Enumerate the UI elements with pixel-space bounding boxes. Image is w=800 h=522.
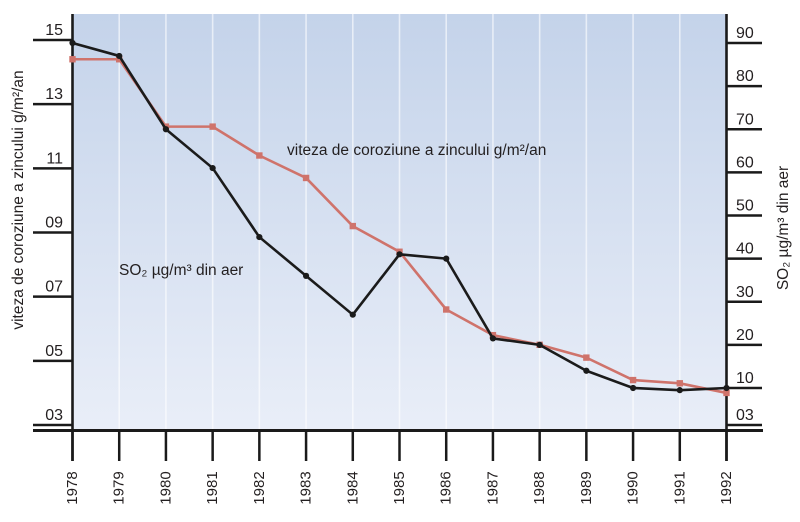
corrosion-series-marker	[443, 306, 450, 313]
right-axis-tick-label: 10	[736, 370, 754, 387]
corrosion-series-marker	[116, 56, 123, 63]
year-label: 1979	[111, 471, 128, 504]
corrosion-series-marker	[349, 222, 356, 230]
so2-series-marker	[723, 384, 730, 392]
corrosion-series-marker	[489, 331, 497, 339]
so2-series-marker	[302, 272, 310, 279]
corrosion-series-label: viteza de coroziune a zincului g/m²/an	[287, 142, 547, 159]
so2-series-marker	[209, 164, 216, 172]
year-label: 1986	[438, 471, 455, 504]
right-axis-tick-label: 90	[736, 25, 754, 42]
so2-series-label: SO₂ µg/m³ din aer	[119, 262, 244, 279]
year-label: 1980	[157, 471, 174, 504]
left-axis-tick-label: 09	[45, 215, 63, 232]
year-label: 1983	[298, 471, 315, 504]
so2-series-marker	[349, 311, 356, 318]
year-label: 1990	[625, 471, 642, 504]
right-axis-tick-label: 30	[736, 284, 754, 301]
corrosion-series-marker	[302, 174, 310, 182]
year-label: 1981	[204, 471, 221, 504]
corrosion-series-marker	[723, 389, 730, 397]
so2-series-marker	[396, 251, 403, 258]
corrosion-series-marker	[256, 152, 263, 159]
right-axis-tick-label: 20	[736, 327, 754, 344]
right-axis-tick-label: 80	[736, 68, 754, 85]
so2-series-marker	[116, 52, 123, 60]
right-axis-tick-label: 60	[736, 154, 754, 171]
so2-series-marker	[676, 387, 683, 394]
year-label: 1978	[64, 471, 81, 504]
left-axis-tick-label: 15	[45, 22, 63, 39]
so2-series-marker	[629, 384, 637, 392]
right-axis-title: SO₂ µg/m³ din aer	[775, 165, 792, 291]
corrosion-series-marker	[583, 354, 590, 361]
so2-series-marker	[69, 39, 76, 47]
left-axis-tick-label: 05	[45, 343, 63, 360]
year-label: 1984	[344, 471, 361, 504]
right-axis-tick-label: 03	[736, 407, 754, 424]
year-label: 1988	[531, 471, 548, 504]
so2-series-marker	[489, 335, 497, 342]
left-axis-title: viteza de coroziune a zincului g/m²/an	[10, 70, 27, 330]
so2-series-marker	[162, 126, 170, 133]
so2-series-marker	[256, 233, 263, 241]
so2-series-marker	[583, 367, 590, 374]
right-axis-tick-label: 40	[736, 241, 754, 258]
left-axis-tick-label: 11	[46, 150, 63, 167]
year-label: 1987	[484, 471, 501, 504]
year-label: 1991	[671, 471, 688, 504]
right-axis-tick-label: 70	[736, 111, 754, 128]
left-axis-tick-label: 13	[45, 86, 63, 103]
so2-series-marker	[443, 255, 450, 262]
corrosion-series-marker	[629, 376, 637, 384]
year-label: 1989	[578, 471, 595, 504]
left-axis-tick-label: 07	[45, 279, 63, 296]
so2-series-marker	[536, 341, 543, 348]
corrosion-series-marker	[676, 380, 683, 387]
year-label: 1992	[718, 471, 735, 504]
left-axis-tick-label: 03	[45, 407, 63, 424]
year-label: 1982	[251, 471, 268, 504]
corrosion-series-marker	[209, 123, 216, 130]
right-axis-tick-label: 50	[736, 198, 754, 215]
corrosion-series-marker	[69, 56, 76, 63]
year-label: 1985	[391, 471, 408, 504]
